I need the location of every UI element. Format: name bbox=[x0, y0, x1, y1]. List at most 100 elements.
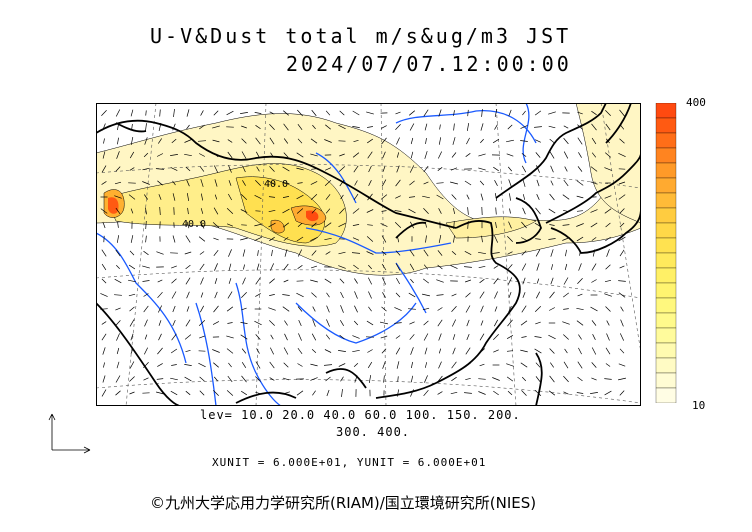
wind-vector bbox=[409, 249, 415, 257]
wind-vector bbox=[522, 194, 526, 200]
wind-vector bbox=[185, 390, 191, 396]
wind-vector bbox=[254, 112, 262, 114]
wind-vector bbox=[255, 151, 261, 159]
wind-vector bbox=[424, 375, 428, 383]
wind-vector bbox=[170, 348, 178, 354]
wind-vector bbox=[227, 291, 233, 299]
wind-vector bbox=[172, 193, 176, 201]
wind-vector bbox=[270, 334, 274, 340]
wind-vector bbox=[520, 140, 528, 142]
wind-vector bbox=[409, 123, 415, 131]
wind-vector bbox=[340, 194, 344, 200]
wind-vector bbox=[117, 123, 119, 131]
wind-vector bbox=[380, 335, 388, 339]
wind-vector bbox=[310, 279, 318, 283]
wind-vector bbox=[381, 235, 387, 243]
wind-vector bbox=[480, 193, 484, 201]
wind-vector bbox=[521, 336, 527, 338]
wind-vector bbox=[522, 292, 526, 298]
wind-vector bbox=[352, 110, 360, 116]
wind-vector bbox=[325, 110, 331, 116]
wind-vector bbox=[564, 348, 568, 354]
wind-vector bbox=[604, 279, 612, 283]
wind-vector bbox=[604, 195, 612, 199]
wind-vector bbox=[396, 152, 400, 158]
wind-vector bbox=[411, 361, 413, 369]
wind-vector bbox=[186, 291, 190, 299]
wind-vector bbox=[102, 221, 106, 229]
wind-vector bbox=[367, 349, 373, 353]
wind-vector bbox=[563, 308, 569, 310]
wind-vector bbox=[536, 179, 540, 187]
wind-vector bbox=[101, 278, 107, 284]
wind-vector bbox=[199, 166, 205, 172]
colorbar-swatch bbox=[655, 267, 677, 284]
wind-vector bbox=[395, 179, 401, 187]
wind-vector bbox=[507, 390, 513, 396]
wind-vector bbox=[423, 333, 429, 341]
wind-vector bbox=[101, 181, 107, 185]
wind-vector bbox=[241, 151, 247, 159]
wind-vector bbox=[130, 137, 134, 145]
wind-vector bbox=[339, 153, 345, 157]
wind-vector bbox=[453, 235, 455, 243]
wind-vector bbox=[409, 221, 415, 229]
wind-vector bbox=[324, 167, 332, 171]
wind-vector bbox=[268, 307, 276, 311]
wind-vector bbox=[269, 294, 275, 296]
wind-vector bbox=[142, 265, 150, 269]
wind-vector bbox=[170, 167, 178, 171]
wind-vector bbox=[382, 151, 386, 159]
wind-vector bbox=[478, 265, 486, 269]
wind-vector bbox=[187, 207, 189, 215]
wind-vector bbox=[451, 376, 457, 382]
wind-vector bbox=[380, 194, 388, 200]
wind-vector bbox=[395, 123, 401, 131]
wind-vector bbox=[269, 236, 275, 242]
wind-vector bbox=[451, 194, 457, 200]
wind-vector bbox=[255, 334, 261, 340]
wind-vector bbox=[604, 378, 612, 380]
wind-vector bbox=[508, 179, 512, 187]
wind-vector bbox=[464, 279, 472, 283]
wind-vector bbox=[171, 333, 177, 341]
wind-vector bbox=[283, 138, 289, 144]
wind-vector bbox=[283, 347, 289, 355]
wind-vector bbox=[129, 167, 135, 171]
wind-vector bbox=[340, 320, 344, 326]
wind-vector bbox=[367, 193, 373, 201]
wind-vector bbox=[423, 389, 429, 397]
wind-vector bbox=[578, 152, 582, 158]
wind-vector bbox=[577, 277, 583, 285]
wind-vector bbox=[465, 305, 471, 313]
wind-vector bbox=[495, 222, 497, 228]
wind-vector bbox=[101, 321, 107, 325]
wind-vector bbox=[450, 167, 458, 171]
wind-vector bbox=[423, 249, 429, 257]
wind-vector bbox=[478, 167, 486, 171]
wind-vector bbox=[310, 138, 318, 144]
wind-vector bbox=[438, 137, 442, 145]
wind-vector bbox=[213, 376, 219, 382]
wind-vector bbox=[410, 278, 414, 284]
wind-vector bbox=[549, 193, 555, 201]
wind-vector bbox=[185, 264, 191, 270]
wind-vector bbox=[549, 224, 555, 226]
wind-vector bbox=[145, 110, 147, 116]
wind-vector bbox=[395, 195, 401, 199]
wind-vector bbox=[367, 126, 373, 128]
wind-vector bbox=[563, 277, 569, 285]
wind-vector bbox=[100, 293, 108, 297]
wind-vector bbox=[325, 376, 331, 382]
wind-vector bbox=[450, 181, 458, 185]
wind-vector bbox=[548, 111, 556, 115]
wind-vector bbox=[619, 333, 625, 341]
dust-plume-area bbox=[96, 103, 641, 276]
wind-vector bbox=[297, 306, 303, 312]
wind-vector-field bbox=[100, 108, 626, 397]
wind-vector bbox=[157, 347, 163, 355]
wind-vector bbox=[563, 125, 569, 129]
wind-vector bbox=[268, 222, 276, 228]
wind-vector bbox=[101, 109, 107, 117]
wind-vector bbox=[186, 306, 190, 312]
